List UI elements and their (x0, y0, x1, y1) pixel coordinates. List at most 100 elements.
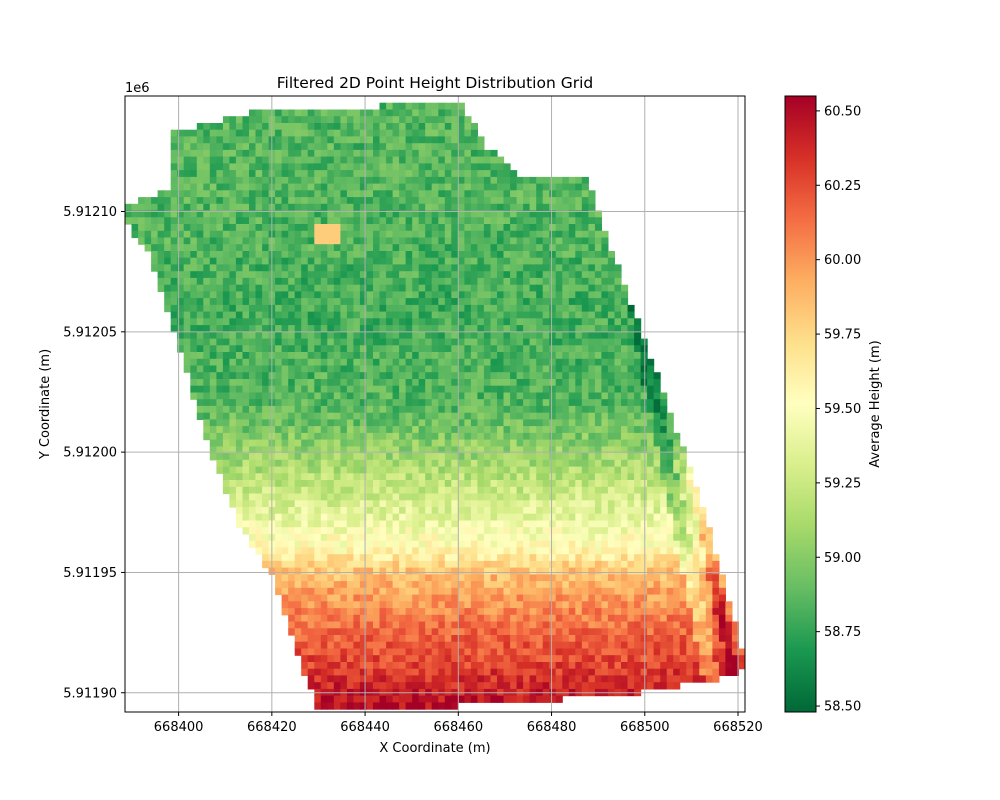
heatmap-cell (516, 581, 524, 589)
heatmap-cell (431, 507, 439, 515)
heatmap-cell (405, 405, 413, 414)
heatmap-cell (262, 109, 270, 117)
heatmap-cell (412, 345, 420, 353)
heatmap-cell (281, 183, 289, 191)
heatmap-cell (203, 230, 211, 239)
heatmap-cell (340, 345, 348, 353)
heatmap-cell (314, 547, 322, 555)
heatmap-cell (490, 311, 498, 319)
heatmap-cell (307, 136, 315, 144)
heatmap-cell (170, 230, 178, 239)
heatmap-cell (470, 419, 478, 427)
heatmap-cell (614, 345, 622, 353)
heatmap-cell (581, 203, 589, 212)
heatmap-cell (333, 439, 341, 447)
heatmap-cell (497, 493, 505, 501)
heatmap-cell (542, 459, 550, 468)
heatmap-cell (412, 453, 420, 461)
heatmap-cell (366, 224, 374, 232)
heatmap-cell (464, 533, 472, 542)
heatmap-cell (490, 264, 498, 272)
heatmap-cell (333, 473, 341, 481)
heatmap-cell (692, 547, 700, 555)
heatmap-cell (301, 197, 309, 205)
heatmap-cell (607, 251, 615, 259)
heatmap-cell (607, 352, 615, 360)
heatmap-cell (333, 149, 341, 158)
heatmap-cell (373, 453, 381, 461)
heatmap-cell (255, 385, 263, 393)
heatmap-cell (562, 480, 570, 488)
heatmap-cell (425, 392, 433, 400)
heatmap-cell (425, 466, 433, 474)
heatmap-cell (203, 244, 211, 252)
heatmap-cell (405, 513, 413, 521)
heatmap-cell (386, 466, 394, 474)
heatmap-cell (588, 480, 596, 488)
heatmap-cell (607, 345, 615, 353)
heatmap-cell (346, 453, 354, 461)
heatmap-cell (464, 567, 472, 575)
heatmap-cell (379, 385, 387, 393)
heatmap-cell (196, 365, 204, 373)
heatmap-cell (203, 129, 211, 137)
heatmap-cell (399, 237, 407, 245)
heatmap-cell (177, 264, 185, 272)
heatmap-cell (314, 176, 322, 185)
heatmap-cell (568, 298, 576, 306)
heatmap-cell (353, 453, 361, 461)
heatmap-cell (262, 392, 270, 400)
heatmap-cell (320, 244, 328, 252)
heatmap-cell (340, 601, 348, 609)
heatmap-cell (340, 554, 348, 562)
heatmap-cell (203, 372, 211, 380)
heatmap-cell (438, 493, 446, 501)
heatmap-cell (444, 304, 452, 313)
heatmap-cell (431, 197, 439, 205)
heatmap-cell (523, 507, 531, 515)
heatmap-cell (516, 480, 524, 488)
heatmap-cell (477, 284, 485, 292)
heatmap-cell (262, 190, 270, 198)
heatmap-cell (157, 210, 165, 218)
heatmap-cell (444, 170, 452, 178)
heatmap-cell (307, 203, 315, 212)
heatmap-cell (516, 399, 524, 407)
heatmap-cell (549, 264, 557, 272)
heatmap-cell (510, 284, 518, 292)
heatmap-cell (444, 540, 452, 548)
heatmap-cell (418, 338, 426, 346)
heatmap-cell (307, 284, 315, 292)
heatmap-cell (379, 264, 387, 272)
heatmap-cell (262, 298, 270, 306)
heatmap-cell (301, 540, 309, 548)
heatmap-cell (327, 587, 335, 596)
heatmap-cell (301, 527, 309, 535)
heatmap-cell (588, 567, 596, 575)
heatmap-cell (275, 109, 283, 117)
heatmap-cell (607, 513, 615, 521)
heatmap-cell (177, 183, 185, 191)
heatmap-cell (366, 331, 374, 340)
heatmap-cell (373, 480, 381, 488)
heatmap-cell (288, 533, 296, 542)
heatmap-cell (653, 432, 661, 441)
heatmap-cell (262, 217, 270, 225)
heatmap-cell (340, 520, 348, 528)
heatmap-cell (183, 210, 191, 218)
heatmap-cell (451, 244, 459, 252)
heatmap-cell (575, 365, 583, 373)
heatmap-cell (568, 318, 576, 326)
heatmap-cell (262, 170, 270, 178)
heatmap-cell (229, 176, 237, 185)
heatmap-cell (575, 338, 583, 346)
heatmap-cell (418, 224, 426, 232)
heatmap-cell (451, 183, 459, 191)
heatmap-cell (353, 123, 361, 131)
heatmap-cell (536, 210, 544, 218)
heatmap-cell (614, 426, 622, 434)
heatmap-cell (425, 601, 433, 609)
heatmap-cell (392, 446, 400, 454)
heatmap-cell (209, 432, 217, 441)
heatmap-cell (373, 540, 381, 548)
